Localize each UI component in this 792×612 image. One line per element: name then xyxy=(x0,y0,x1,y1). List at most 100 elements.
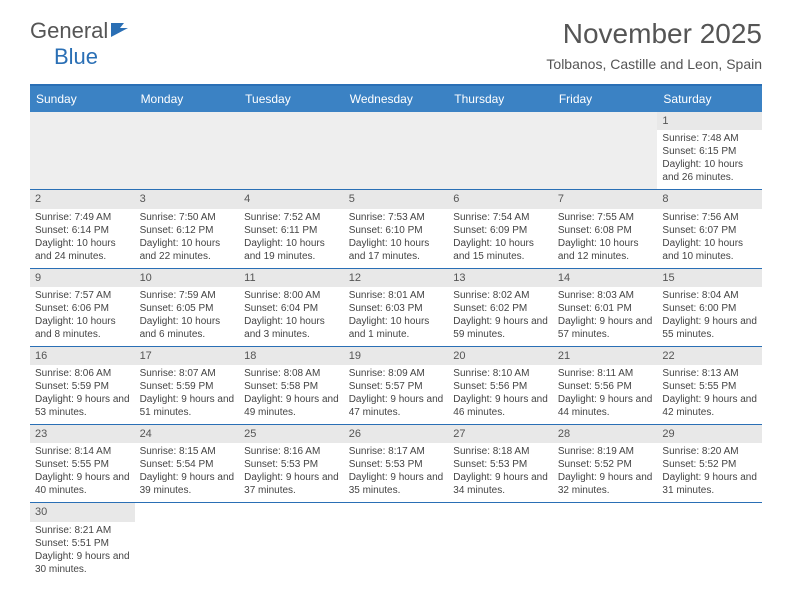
day-number: 15 xyxy=(657,269,762,287)
day-number: 13 xyxy=(448,269,553,287)
logo-text-general: General xyxy=(30,18,108,44)
sunrise-text: Sunrise: 8:10 AM xyxy=(453,367,548,380)
logo: General xyxy=(30,18,131,44)
calendar-day: 29Sunrise: 8:20 AMSunset: 5:52 PMDayligh… xyxy=(657,425,762,502)
calendar-day: 22Sunrise: 8:13 AMSunset: 5:55 PMDayligh… xyxy=(657,347,762,424)
calendar-week: 16Sunrise: 8:06 AMSunset: 5:59 PMDayligh… xyxy=(30,347,762,425)
sunset-text: Sunset: 6:02 PM xyxy=(453,302,548,315)
day-number: 28 xyxy=(553,425,658,443)
calendar-day: 2Sunrise: 7:49 AMSunset: 6:14 PMDaylight… xyxy=(30,190,135,267)
daylight-text: Daylight: 9 hours and 44 minutes. xyxy=(558,393,653,419)
sunrise-text: Sunrise: 7:52 AM xyxy=(244,211,339,224)
sunrise-text: Sunrise: 8:11 AM xyxy=(558,367,653,380)
flag-icon xyxy=(110,18,130,44)
sunset-text: Sunset: 6:01 PM xyxy=(558,302,653,315)
sunrise-text: Sunrise: 8:21 AM xyxy=(35,524,130,537)
daylight-text: Daylight: 9 hours and 42 minutes. xyxy=(662,393,757,419)
calendar-day: 26Sunrise: 8:17 AMSunset: 5:53 PMDayligh… xyxy=(344,425,449,502)
daylight-text: Daylight: 9 hours and 49 minutes. xyxy=(244,393,339,419)
calendar-day: 6Sunrise: 7:54 AMSunset: 6:09 PMDaylight… xyxy=(448,190,553,267)
day-number: 2 xyxy=(30,190,135,208)
sunrise-text: Sunrise: 8:08 AM xyxy=(244,367,339,380)
sunrise-text: Sunrise: 7:56 AM xyxy=(662,211,757,224)
sunset-text: Sunset: 6:06 PM xyxy=(35,302,130,315)
sunrise-text: Sunrise: 8:07 AM xyxy=(140,367,235,380)
calendar-day xyxy=(448,503,553,580)
day-number: 26 xyxy=(344,425,449,443)
calendar-day xyxy=(553,112,658,189)
sunset-text: Sunset: 5:58 PM xyxy=(244,380,339,393)
sunset-text: Sunset: 6:11 PM xyxy=(244,224,339,237)
calendar-day: 4Sunrise: 7:52 AMSunset: 6:11 PMDaylight… xyxy=(239,190,344,267)
daylight-text: Daylight: 10 hours and 19 minutes. xyxy=(244,237,339,263)
sunset-text: Sunset: 6:00 PM xyxy=(662,302,757,315)
header: General November 2025 Tolbanos, Castille… xyxy=(0,0,792,78)
sunset-text: Sunset: 6:15 PM xyxy=(662,145,757,158)
calendar-day xyxy=(239,503,344,580)
sunrise-text: Sunrise: 8:06 AM xyxy=(35,367,130,380)
sunrise-text: Sunrise: 8:18 AM xyxy=(453,445,548,458)
calendar-day: 20Sunrise: 8:10 AMSunset: 5:56 PMDayligh… xyxy=(448,347,553,424)
weekday-header: Thursday xyxy=(448,86,553,112)
daylight-text: Daylight: 9 hours and 57 minutes. xyxy=(558,315,653,341)
calendar-week: 1Sunrise: 7:48 AMSunset: 6:15 PMDaylight… xyxy=(30,112,762,190)
sunset-text: Sunset: 6:12 PM xyxy=(140,224,235,237)
day-number: 10 xyxy=(135,269,240,287)
day-number: 9 xyxy=(30,269,135,287)
sunset-text: Sunset: 6:05 PM xyxy=(140,302,235,315)
daylight-text: Daylight: 9 hours and 40 minutes. xyxy=(35,471,130,497)
calendar-day: 12Sunrise: 8:01 AMSunset: 6:03 PMDayligh… xyxy=(344,269,449,346)
day-number: 20 xyxy=(448,347,553,365)
calendar-day: 28Sunrise: 8:19 AMSunset: 5:52 PMDayligh… xyxy=(553,425,658,502)
sunrise-text: Sunrise: 8:17 AM xyxy=(349,445,444,458)
day-number: 22 xyxy=(657,347,762,365)
daylight-text: Daylight: 10 hours and 10 minutes. xyxy=(662,237,757,263)
day-number: 19 xyxy=(344,347,449,365)
sunrise-text: Sunrise: 8:13 AM xyxy=(662,367,757,380)
calendar-day: 30Sunrise: 8:21 AMSunset: 5:51 PMDayligh… xyxy=(30,503,135,580)
calendar: SundayMondayTuesdayWednesdayThursdayFrid… xyxy=(30,84,762,581)
calendar-day: 14Sunrise: 8:03 AMSunset: 6:01 PMDayligh… xyxy=(553,269,658,346)
sunrise-text: Sunrise: 8:15 AM xyxy=(140,445,235,458)
calendar-day: 8Sunrise: 7:56 AMSunset: 6:07 PMDaylight… xyxy=(657,190,762,267)
daylight-text: Daylight: 9 hours and 47 minutes. xyxy=(349,393,444,419)
sunset-text: Sunset: 5:56 PM xyxy=(558,380,653,393)
sunset-text: Sunset: 6:04 PM xyxy=(244,302,339,315)
calendar-day: 15Sunrise: 8:04 AMSunset: 6:00 PMDayligh… xyxy=(657,269,762,346)
location-text: Tolbanos, Castille and Leon, Spain xyxy=(546,56,762,72)
day-number: 16 xyxy=(30,347,135,365)
calendar-day xyxy=(239,112,344,189)
weekday-header-row: SundayMondayTuesdayWednesdayThursdayFrid… xyxy=(30,86,762,112)
sunrise-text: Sunrise: 7:50 AM xyxy=(140,211,235,224)
day-number: 17 xyxy=(135,347,240,365)
daylight-text: Daylight: 9 hours and 51 minutes. xyxy=(140,393,235,419)
daylight-text: Daylight: 9 hours and 59 minutes. xyxy=(453,315,548,341)
sunset-text: Sunset: 5:57 PM xyxy=(349,380,444,393)
sunset-text: Sunset: 5:52 PM xyxy=(662,458,757,471)
sunset-text: Sunset: 6:07 PM xyxy=(662,224,757,237)
daylight-text: Daylight: 9 hours and 37 minutes. xyxy=(244,471,339,497)
day-number: 29 xyxy=(657,425,762,443)
weekday-header: Wednesday xyxy=(344,86,449,112)
sunrise-text: Sunrise: 7:48 AM xyxy=(662,132,757,145)
title-block: November 2025 Tolbanos, Castille and Leo… xyxy=(546,18,762,72)
daylight-text: Daylight: 9 hours and 34 minutes. xyxy=(453,471,548,497)
sunrise-text: Sunrise: 8:16 AM xyxy=(244,445,339,458)
sunset-text: Sunset: 5:53 PM xyxy=(244,458,339,471)
sunrise-text: Sunrise: 7:59 AM xyxy=(140,289,235,302)
sunset-text: Sunset: 5:53 PM xyxy=(349,458,444,471)
weekday-header: Saturday xyxy=(657,86,762,112)
sunrise-text: Sunrise: 8:03 AM xyxy=(558,289,653,302)
calendar-day: 24Sunrise: 8:15 AMSunset: 5:54 PMDayligh… xyxy=(135,425,240,502)
sunset-text: Sunset: 6:09 PM xyxy=(453,224,548,237)
calendar-day: 5Sunrise: 7:53 AMSunset: 6:10 PMDaylight… xyxy=(344,190,449,267)
daylight-text: Daylight: 9 hours and 46 minutes. xyxy=(453,393,548,419)
calendar-day xyxy=(135,503,240,580)
sunrise-text: Sunrise: 8:20 AM xyxy=(662,445,757,458)
calendar-day: 21Sunrise: 8:11 AMSunset: 5:56 PMDayligh… xyxy=(553,347,658,424)
day-number: 3 xyxy=(135,190,240,208)
daylight-text: Daylight: 9 hours and 55 minutes. xyxy=(662,315,757,341)
weekday-header: Sunday xyxy=(30,86,135,112)
calendar-day xyxy=(344,112,449,189)
daylight-text: Daylight: 9 hours and 30 minutes. xyxy=(35,550,130,576)
